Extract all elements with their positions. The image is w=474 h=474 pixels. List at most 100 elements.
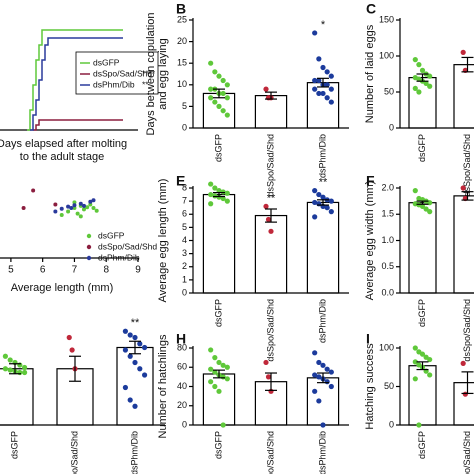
point: [316, 398, 322, 404]
y-tick-label: 0.5: [381, 261, 394, 271]
x-tick-label: 7: [72, 265, 78, 276]
point: [59, 206, 64, 211]
point: [212, 69, 218, 75]
bar: [306, 82, 340, 129]
point: [88, 199, 93, 204]
legend-label: dsPhm/Dib: [93, 79, 135, 89]
significance: **: [319, 177, 328, 189]
point: [212, 369, 218, 375]
y-axis-label: Average egg length (mm): [157, 179, 169, 303]
y-tick-label: 20: [177, 36, 187, 46]
y-tick-label: 50: [384, 86, 394, 96]
point: [328, 73, 334, 79]
point: [320, 422, 326, 428]
point: [132, 403, 138, 409]
bar: [254, 214, 288, 294]
point: [88, 202, 93, 207]
point: [316, 90, 322, 97]
bar: [202, 373, 236, 426]
point: [2, 366, 8, 372]
y-tick-label: 5: [182, 222, 187, 232]
point: [312, 86, 318, 92]
point: [208, 366, 214, 372]
y-tick-label: 0: [182, 419, 187, 429]
point: [208, 379, 214, 385]
significance: **: [131, 317, 140, 329]
x-tick-label: dsSpo/Sad/Shd: [265, 299, 275, 362]
x-tick-label: dsGFP: [417, 431, 427, 459]
bar: [408, 202, 437, 294]
y-tick-label: 1.0: [381, 235, 394, 245]
point: [69, 347, 75, 353]
point: [208, 95, 214, 101]
point: [208, 201, 214, 207]
point: [320, 362, 326, 368]
y-tick-label: 80: [177, 342, 187, 352]
point: [127, 332, 133, 338]
point: [312, 214, 318, 220]
point: [320, 194, 326, 200]
x-tick-label: dsSpo/Sad/Shd: [265, 431, 275, 474]
x-tick-label: dsPhm/Dib: [317, 134, 327, 178]
point: [328, 86, 334, 92]
point: [416, 89, 422, 95]
bar: [453, 382, 474, 426]
y-tick-label: 7: [182, 196, 187, 206]
point: [460, 360, 466, 366]
y-axis-label: Average egg width (mm): [364, 181, 376, 301]
y-tick-label: 15: [177, 58, 187, 68]
point: [412, 376, 418, 382]
point: [220, 422, 226, 428]
point: [224, 112, 230, 118]
y-tick-label: 1.5: [381, 209, 394, 219]
point: [265, 374, 272, 380]
point: [316, 191, 322, 198]
point: [142, 344, 148, 351]
point: [66, 209, 71, 214]
significance: **: [267, 192, 276, 204]
x-tick-label: dsSpo/Sad/Shd: [462, 134, 472, 197]
legend-swatch: [86, 233, 92, 239]
legend-label: dsSpo/Sad/Shd: [98, 241, 157, 251]
y-tick-label: 0: [182, 122, 187, 132]
point: [427, 83, 433, 89]
point: [312, 372, 318, 378]
point: [460, 185, 466, 191]
point: [127, 397, 133, 403]
bar: [453, 195, 474, 294]
point: [66, 334, 72, 341]
point: [328, 99, 334, 105]
point: [78, 201, 83, 206]
point: [53, 209, 58, 214]
point: [132, 359, 138, 366]
point: [419, 203, 426, 209]
point: [316, 359, 322, 366]
legend-label: dsGFP: [98, 230, 125, 240]
x-tick-label: dsPhm/Dib: [317, 299, 327, 343]
point: [427, 73, 433, 79]
point: [7, 357, 13, 363]
point: [208, 86, 214, 92]
x-tick-label: dsGFP: [213, 431, 223, 459]
point: [7, 367, 13, 373]
bar: [202, 92, 236, 129]
point: [419, 67, 426, 73]
point: [122, 347, 128, 353]
point: [312, 77, 318, 84]
point: [224, 376, 230, 382]
point: [137, 366, 143, 372]
point: [460, 49, 466, 56]
y-tick-label: 50: [384, 381, 394, 391]
point: [263, 86, 269, 92]
point: [312, 188, 318, 194]
x-tick-label: dsGFP: [417, 134, 427, 162]
x-axis-label: Average length (mm): [11, 282, 114, 294]
point: [220, 108, 226, 114]
y-tick-label: 10: [177, 79, 187, 89]
x-axis-label: to the adult stage: [20, 151, 104, 163]
point: [427, 372, 433, 378]
legend-label: dsPhm/Dib: [98, 252, 140, 262]
point: [324, 379, 330, 385]
point: [208, 347, 214, 353]
